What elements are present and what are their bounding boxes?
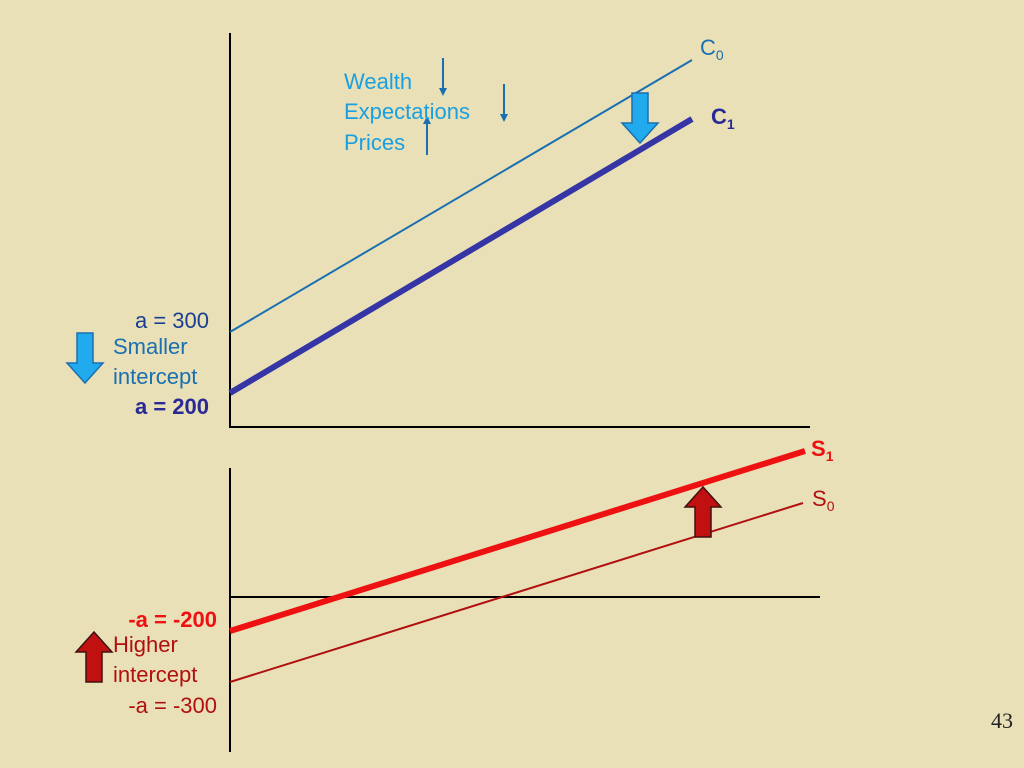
factor: Expectations [344, 99, 470, 124]
label-text: C [711, 104, 727, 129]
intercept-note: Smaller [113, 334, 188, 359]
s1-line [229, 448, 806, 634]
curve-label: S1 [811, 436, 834, 464]
c0-line [229, 59, 693, 333]
c1-line [228, 116, 694, 396]
intercept-label: -a = -300 [128, 693, 217, 718]
page-number: 43 [991, 708, 1013, 733]
intercept-label: a = 200 [135, 394, 209, 419]
label-sub: 1 [826, 448, 834, 464]
curve-label: S0 [812, 486, 835, 514]
shift-up-arrow [74, 630, 114, 683]
intercept-label: a = 300 [135, 308, 209, 333]
curve-label: C0 [700, 35, 724, 63]
shift-up-arrow [683, 485, 723, 538]
label-text: C [700, 35, 716, 60]
label-sub: 0 [716, 47, 724, 63]
label-text: S [811, 436, 826, 461]
intercept-note: intercept [113, 364, 197, 389]
intercept-label: -a = -200 [128, 607, 217, 632]
factor: Wealth [344, 69, 412, 94]
label-text: S [812, 486, 827, 511]
intercept-note: Higher [113, 632, 178, 657]
shift-down-arrow [65, 332, 105, 385]
intercept-note: intercept [113, 662, 197, 687]
shift-down-arrow [620, 92, 660, 145]
label-sub: 0 [827, 498, 835, 514]
label-sub: 1 [727, 116, 735, 132]
factor: Prices [344, 130, 405, 155]
curve-label: C1 [711, 104, 735, 132]
